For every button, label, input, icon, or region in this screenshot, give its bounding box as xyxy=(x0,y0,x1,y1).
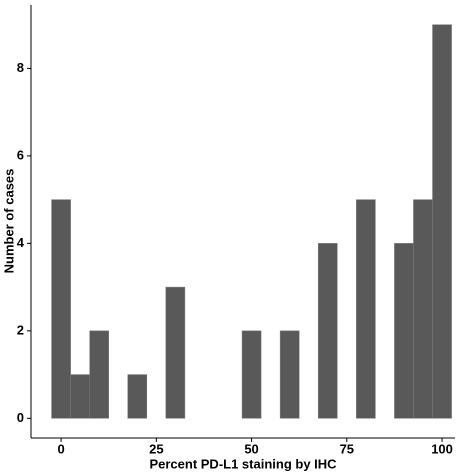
bar xyxy=(279,330,300,419)
x-tick-label: 0 xyxy=(57,441,64,456)
bar xyxy=(127,374,148,419)
bar xyxy=(356,199,376,419)
y-tick-label: 0 xyxy=(17,410,24,425)
bar xyxy=(413,199,433,419)
bar xyxy=(70,374,90,419)
y-tick-label: 6 xyxy=(17,147,24,162)
x-tick-label: 50 xyxy=(244,441,258,456)
bar xyxy=(432,24,452,419)
bar xyxy=(89,330,109,419)
x-tick-label: 100 xyxy=(431,441,453,456)
x-tick-label: 75 xyxy=(340,441,354,456)
bar xyxy=(51,199,71,419)
y-tick-label: 8 xyxy=(17,60,24,75)
x-tick-label: 25 xyxy=(149,441,163,456)
y-axis-label: Number of cases xyxy=(1,169,16,274)
x-axis-label: Percent PD-L1 staining by IHC xyxy=(149,456,337,471)
y-tick-label: 4 xyxy=(17,235,25,250)
bar xyxy=(165,286,186,419)
bar xyxy=(317,243,338,419)
y-tick-label: 2 xyxy=(17,322,24,337)
bar xyxy=(241,330,262,419)
bar xyxy=(394,243,414,419)
